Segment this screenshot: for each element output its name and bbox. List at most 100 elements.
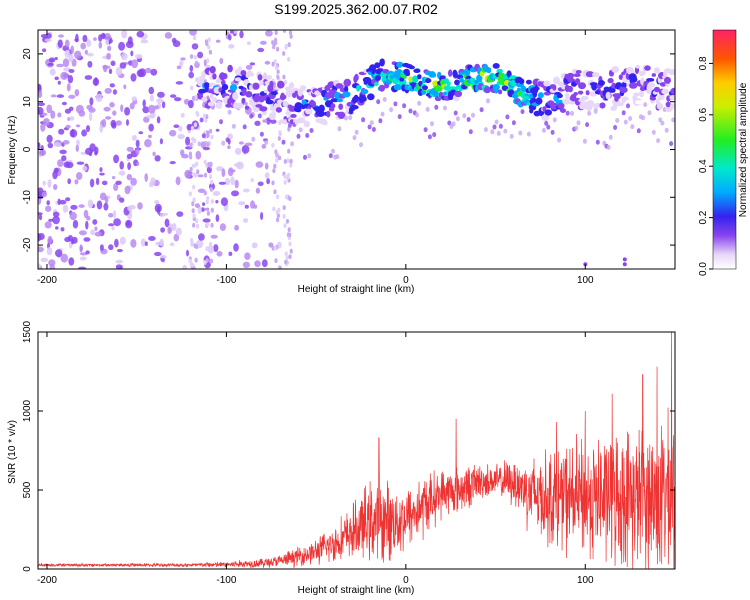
streak-blob: [287, 148, 291, 154]
streak-blob: [277, 136, 281, 141]
ridge-blob: [454, 90, 463, 98]
noise-blob: [57, 112, 62, 118]
streak-blob: [188, 191, 192, 197]
ridge-tail-blob: [606, 144, 611, 150]
streak-blob: [194, 173, 198, 178]
ridge-blob: [209, 66, 216, 74]
snr-x-tick-label: -100: [216, 575, 236, 586]
streak-blob: [204, 118, 208, 123]
noise-blob: [115, 120, 122, 126]
noise-blob: [74, 89, 80, 97]
ridge-tail-blob: [582, 138, 587, 144]
ridge-blob: [259, 79, 264, 86]
noise-blob: [76, 161, 85, 165]
noise-blob: [80, 42, 86, 50]
noise-blob: [38, 83, 42, 91]
streak-blob: [210, 134, 214, 140]
noise-blob: [68, 106, 74, 112]
ridge-blob: [562, 98, 571, 105]
ridge-blob: [669, 95, 675, 101]
streak-blob: [285, 219, 290, 224]
ridge-tail-blob: [585, 122, 590, 128]
noise-blob: [89, 178, 95, 188]
ridge-blob: [633, 92, 641, 97]
ridge-blob: [294, 102, 303, 110]
colorbar-tick-label: 0.2: [698, 210, 709, 224]
ridge-blob: [651, 73, 656, 77]
ridge-tail-blob: [397, 114, 402, 120]
colorbar: 0.0 0.2 0.4 0.6 0.8 Normalized spectral ampl…: [698, 29, 749, 276]
noise-blob: [49, 68, 56, 76]
ridge-tail-blob: [371, 127, 376, 132]
ridge-blob: [326, 110, 331, 118]
noise-blob: [57, 159, 64, 168]
ridge-blob: [374, 62, 381, 69]
streak-blob: [273, 189, 277, 195]
streak-blob: [189, 143, 193, 148]
ridge-tail-blob: [550, 129, 555, 135]
streak-blob: [271, 142, 275, 148]
streak-blob: [196, 223, 200, 229]
noise-blob: [56, 94, 65, 98]
noise-blob: [112, 110, 117, 116]
ridge-blob: [621, 81, 627, 89]
ridge-blob: [598, 80, 605, 86]
noise-blob: [144, 139, 152, 148]
ridge-tail-blob: [259, 131, 264, 137]
noise-blob: [54, 142, 62, 148]
noise-blob: [197, 174, 204, 178]
streak-blob: [203, 159, 207, 165]
ridge-blob: [207, 101, 215, 107]
snr-y-label: SNR (10 * v/v): [7, 420, 18, 484]
streak-blob: [288, 232, 292, 238]
noise-blob: [249, 62, 256, 66]
noise-blob: [131, 135, 137, 141]
noise-blob: [131, 96, 137, 101]
ridge-tail-blob: [257, 113, 262, 119]
noise-blob: [108, 244, 114, 251]
ridge-tail-blob: [636, 128, 641, 134]
noise-blob: [119, 161, 124, 170]
streak-blob: [191, 208, 195, 214]
streak-blob: [273, 163, 277, 169]
noise-blob: [113, 218, 121, 227]
noise-blob: [93, 37, 97, 41]
noise-blob: [264, 162, 269, 170]
noise-blob: [241, 144, 250, 154]
noise-blob: [106, 52, 111, 60]
ridge-tail-blob: [462, 113, 467, 119]
snr-y-ticks: 0 500 1000 1500: [22, 320, 675, 572]
streak-blob: [191, 201, 195, 207]
noise-blob: [114, 238, 119, 248]
noise-blob: [68, 69, 75, 73]
ridge-blob: [336, 98, 344, 103]
noise-blob: [44, 38, 52, 42]
ridge-tail-blob: [296, 133, 301, 139]
ridge-tail-blob: [376, 99, 381, 105]
ridge-blob: [413, 68, 421, 74]
ridge-blob: [611, 66, 620, 73]
ridge-tail-blob: [518, 130, 523, 136]
edge-blob: [622, 257, 627, 262]
ridge-blob: [647, 82, 656, 88]
noise-blob: [186, 249, 189, 257]
streak-blob: [287, 56, 291, 62]
ridge-blob: [396, 61, 404, 68]
ridge-blob: [593, 102, 602, 108]
noise-blob: [109, 102, 115, 108]
ridge-blob: [322, 119, 328, 126]
noise-blob: [154, 251, 162, 257]
ridge-blob: [290, 113, 297, 118]
ridge-blob: [537, 92, 544, 99]
streak-blob: [284, 251, 288, 257]
noise-blob: [94, 226, 98, 231]
ridge-blob: [198, 88, 207, 94]
streak-blob: [192, 213, 196, 219]
noise-blob: [113, 154, 120, 164]
noise-blob: [126, 173, 132, 181]
noise-blob: [232, 30, 238, 34]
noise-blob: [234, 224, 240, 231]
streak-blob: [282, 205, 286, 211]
ridge-tail-blob: [656, 138, 661, 144]
noise-blob: [159, 138, 163, 145]
